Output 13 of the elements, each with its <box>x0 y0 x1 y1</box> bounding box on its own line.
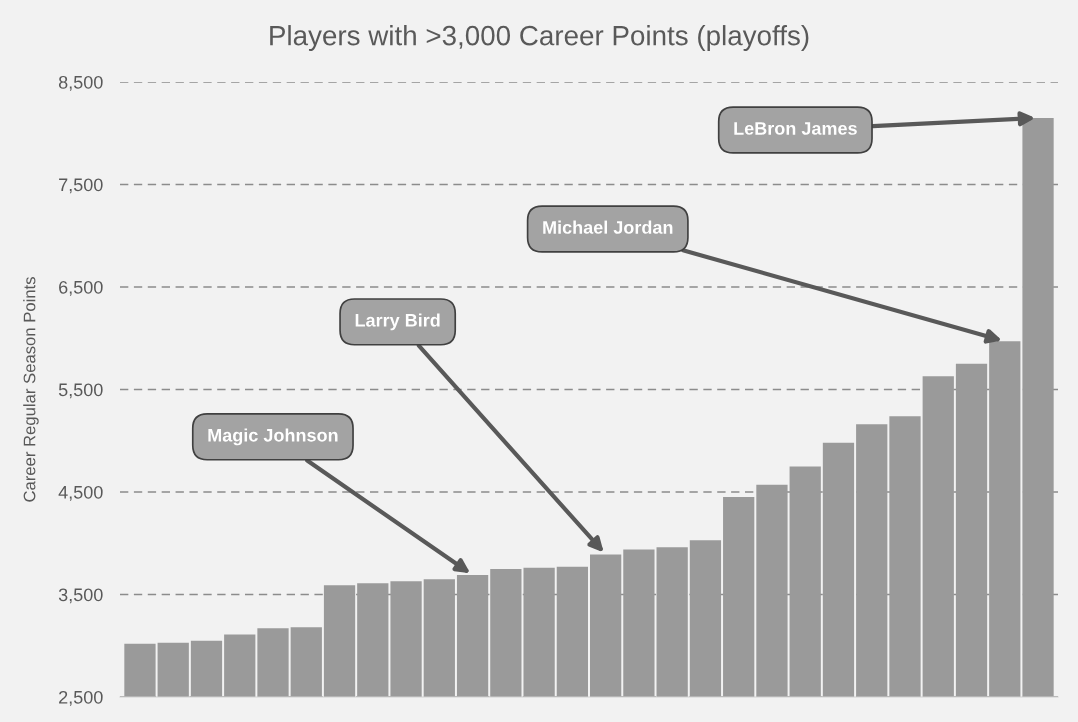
y-tick-label: 3,500 <box>58 588 103 604</box>
y-tick-label: 8,500 <box>58 75 103 91</box>
y-axis-title: Career Regular Season Points <box>23 277 39 502</box>
annotation: Larry Bird <box>355 313 440 331</box>
y-tick-label: 6,500 <box>59 280 103 296</box>
annotation: Magic Johnson <box>208 428 338 446</box>
y-tick-label: 7,500 <box>59 178 103 194</box>
annotation: Michael Jordan <box>543 220 673 234</box>
y-tick-label: 2,500 <box>59 690 103 706</box>
y-tick-label: 5,500 <box>58 383 103 399</box>
annotation: LeBron James <box>734 122 857 135</box>
chart-title: Players with >3,000 Career Points (playoffs) <box>270 25 809 51</box>
y-tick-label: 4,500 <box>58 485 103 501</box>
